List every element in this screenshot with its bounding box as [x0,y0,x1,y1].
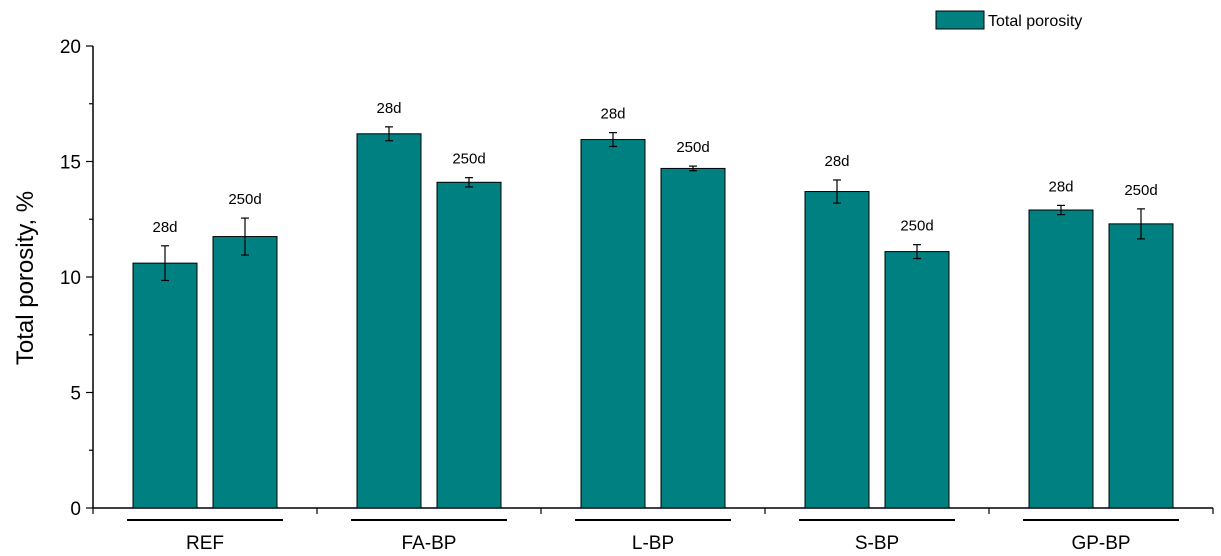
bar [212,236,278,509]
bar-label: 250d [676,139,709,156]
bar [580,139,646,509]
bar-label: 250d [452,151,485,168]
bar [436,181,502,509]
bar [804,191,870,509]
x-axis: REF FA-BP L-BP S-BP GP-BP [92,507,1214,554]
bar-label: 28d [600,106,625,123]
bar-label: 28d [1048,178,1073,195]
group-label: GP-BP [1071,533,1130,554]
bar-label: 28d [152,219,177,236]
bar-label: 250d [228,191,261,208]
bar [1108,223,1174,509]
bar [1028,209,1094,509]
y-tick-label: 10 [60,268,81,289]
group-label: FA-BP [402,533,457,554]
bars-layer: 28d 250d 28d 250d 28d 250d 28d 250d 28d 250d [132,100,1174,509]
legend-swatch [935,10,985,30]
y-tick-label: 15 [60,153,81,174]
y-tick-label: 5 [70,384,81,405]
y-axis-label: Total porosity, % [12,191,39,365]
bar [356,133,422,509]
bar-label: 28d [376,100,401,117]
bar-label: 250d [900,218,933,235]
bar-label: 28d [824,153,849,170]
group-label: S-BP [855,533,899,554]
y-tick-label: 0 [70,499,81,520]
bar-label: 250d [1124,182,1157,199]
group-label: REF [186,533,224,554]
bar [884,251,950,509]
y-axis: 0 5 10 15 20 [60,37,94,520]
bar [660,167,726,509]
bar [132,262,198,509]
legend-label: Total porosity [988,13,1082,30]
legend: Total porosity [935,10,1082,30]
group-label: L-BP [632,533,674,554]
y-tick-label: 20 [60,37,81,58]
